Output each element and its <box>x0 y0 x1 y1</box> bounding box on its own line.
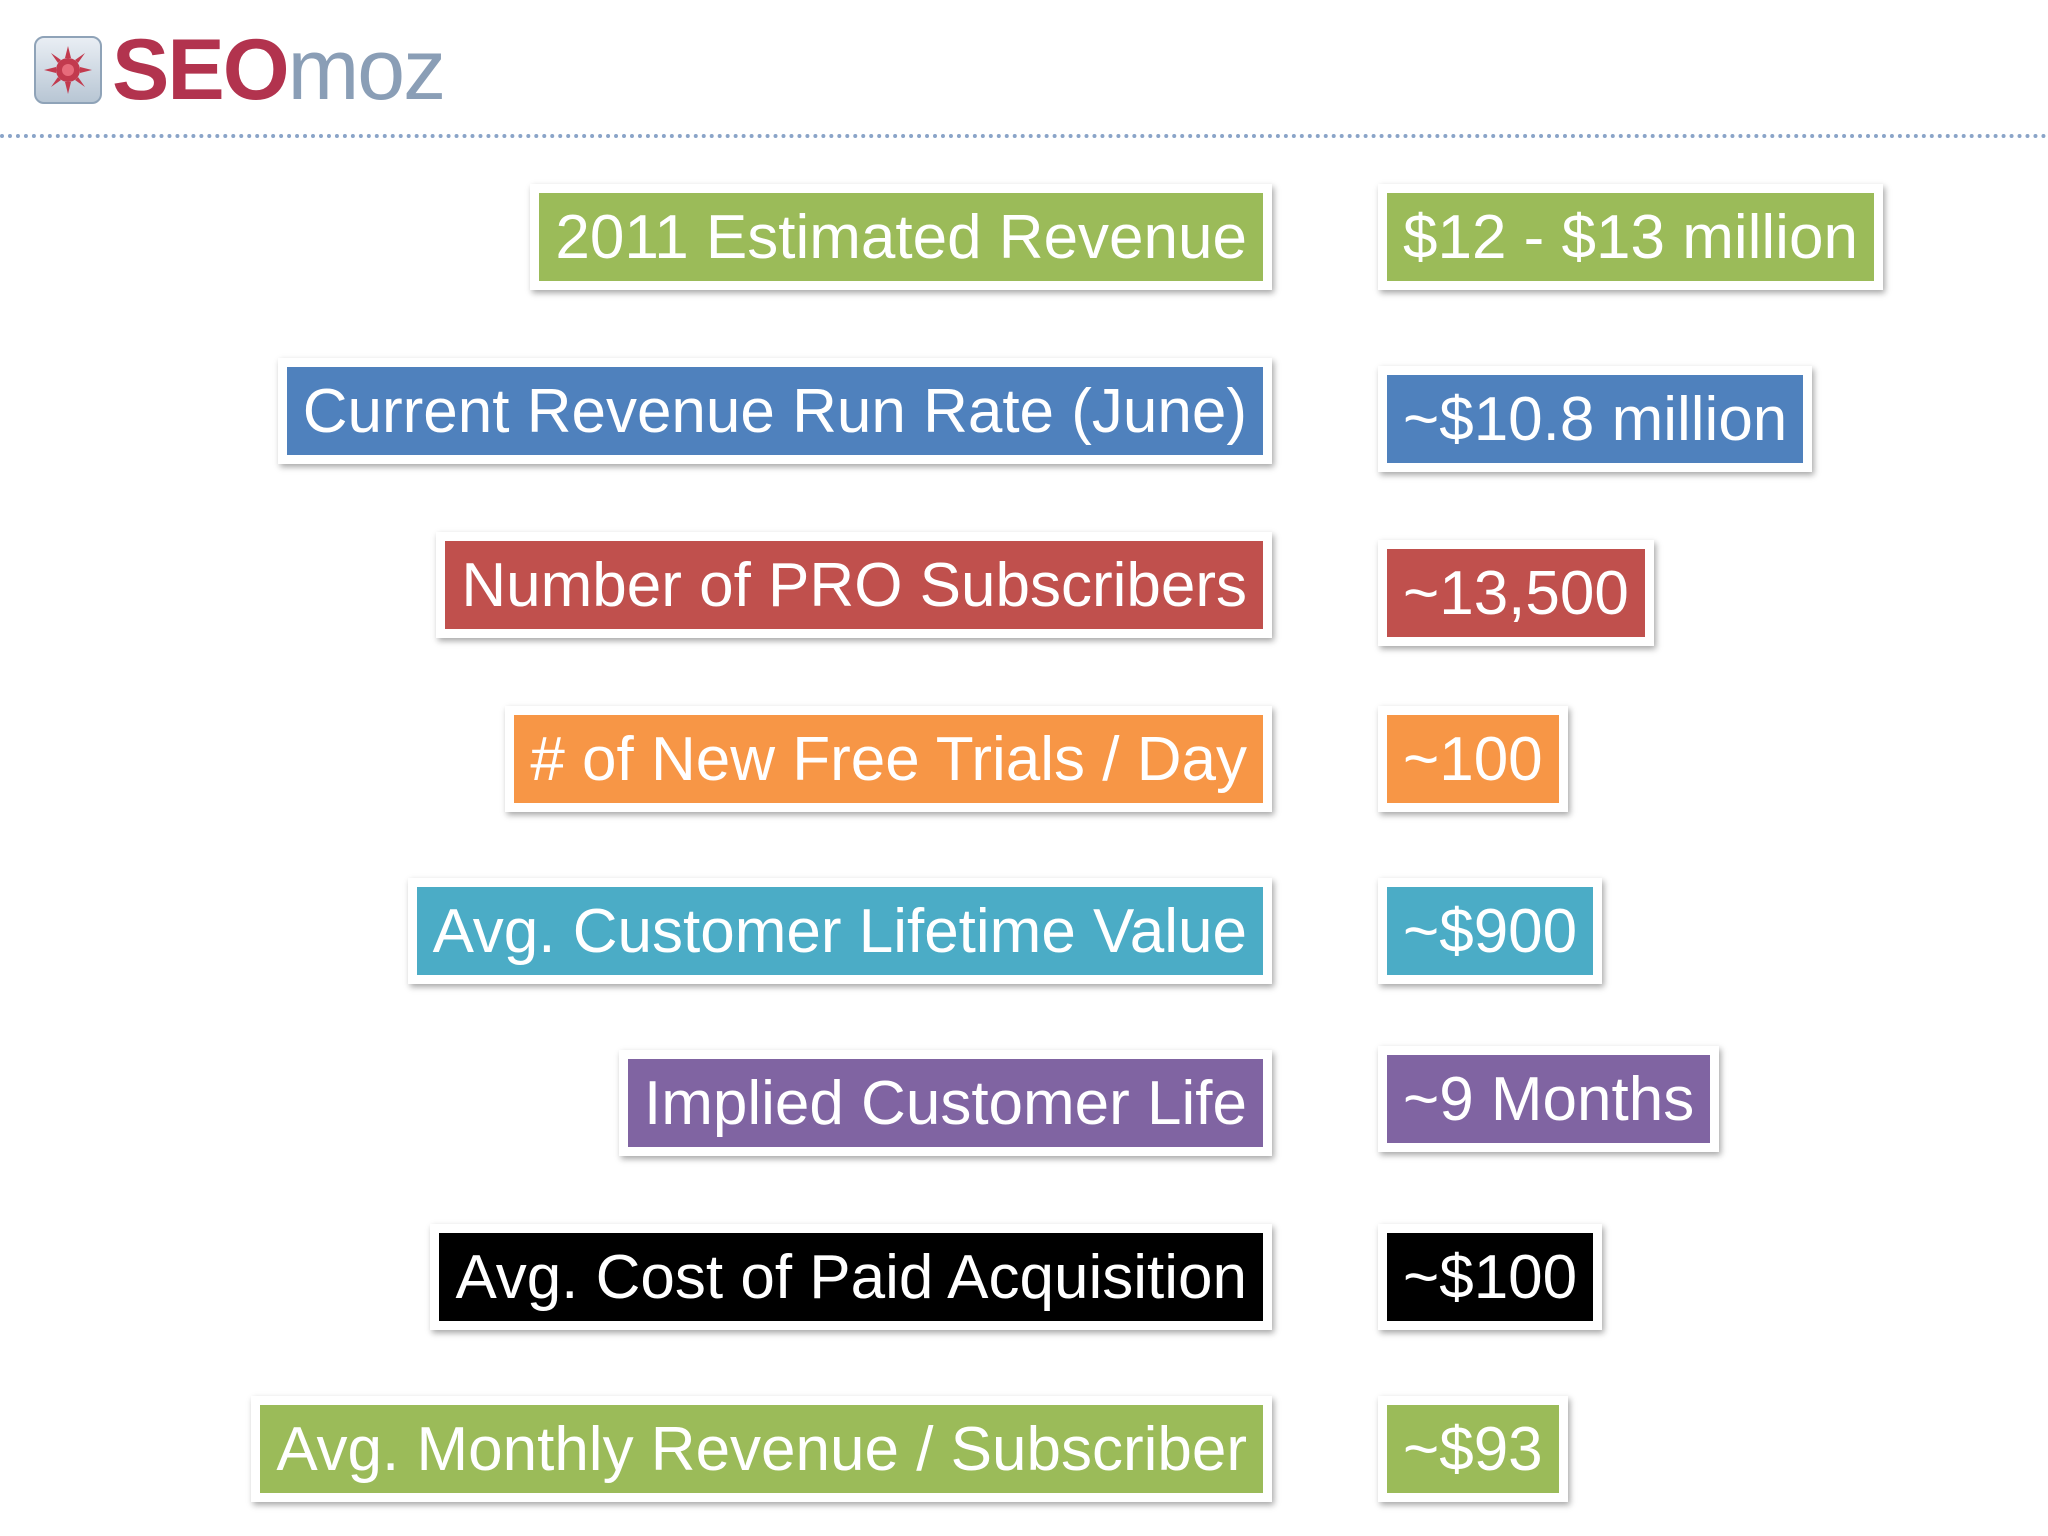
metric-label: Number of PRO Subscribers <box>436 532 1272 638</box>
metric-row: Number of PRO Subscribers ~13,500 <box>0 532 2048 652</box>
metric-value: ~100 <box>1378 706 1568 812</box>
metric-value: ~$100 <box>1378 1224 1603 1330</box>
metric-label: Current Revenue Run Rate (June) <box>277 358 1272 464</box>
seomoz-logo: SEOmoz <box>34 27 446 113</box>
metric-row: Avg. Cost of Paid Acquisition ~$100 <box>0 1224 2048 1344</box>
logo-wordmark: SEOmoz <box>112 27 446 113</box>
metric-label: # of New Free Trials / Day <box>505 706 1272 812</box>
metric-row: Avg. Customer Lifetime Value ~$900 <box>0 878 2048 998</box>
metric-value: $12 - $13 million <box>1378 184 1883 290</box>
metric-label: Avg. Cost of Paid Acquisition <box>430 1224 1272 1330</box>
logo-seo: SEO <box>112 22 290 118</box>
metric-value: ~9 Months <box>1378 1046 1720 1152</box>
metric-label: Implied Customer Life <box>618 1050 1272 1156</box>
metric-value: ~$10.8 million <box>1378 366 1813 472</box>
metric-row: Current Revenue Run Rate (June) ~$10.8 m… <box>0 358 2048 478</box>
metric-row: # of New Free Trials / Day ~100 <box>0 706 2048 826</box>
metric-row: 2011 Estimated Revenue $12 - $13 million <box>0 184 2048 304</box>
slide-header: SEOmoz <box>0 0 2048 140</box>
metric-value: ~13,500 <box>1378 540 1654 646</box>
metric-label: 2011 Estimated Revenue <box>530 184 1272 290</box>
metric-value: ~$900 <box>1378 878 1603 984</box>
metric-value: ~$93 <box>1378 1396 1568 1502</box>
logo-moz: moz <box>287 22 446 118</box>
metric-row: Avg. Monthly Revenue / Subscriber ~$93 <box>0 1396 2048 1516</box>
metric-label: Avg. Customer Lifetime Value <box>407 878 1272 984</box>
metric-row: Implied Customer Life ~9 Months <box>0 1046 2048 1170</box>
sun-gear-icon <box>34 36 102 104</box>
header-divider <box>0 134 2048 138</box>
metric-label: Avg. Monthly Revenue / Subscriber <box>251 1396 1272 1502</box>
